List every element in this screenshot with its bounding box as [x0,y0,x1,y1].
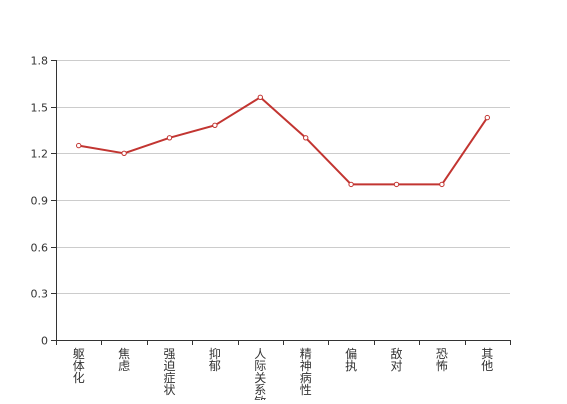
x-tick-label-char: 际 [254,359,266,373]
x-tick-label: 敌对 [390,346,402,373]
x-tick-label-char: 郁 [209,358,221,373]
x-tick-label-char: 焦 [118,347,130,361]
y-tick-label: 1.5 [31,102,49,115]
x-tick-label-char: 性 [300,383,312,397]
data-point[interactable] [257,94,263,101]
data-point[interactable] [166,135,173,141]
data-point[interactable] [393,181,400,188]
data-point[interactable] [76,142,82,149]
data-point[interactable] [484,114,490,121]
x-tick-label-char: 体 [73,359,85,373]
data-point[interactable] [212,122,218,129]
x-tick-label-char: 强 [163,347,175,361]
data-point[interactable] [303,135,309,141]
x-tick-label: 偏执 [345,346,357,373]
x-tick-label-char: 关 [254,371,266,385]
series [76,94,490,188]
x-tick-label-char: 恐 [436,347,448,361]
grid-lines [56,60,510,294]
y-tick-label: 1.2 [31,148,49,161]
x-tick-label: 躯体化 [73,346,85,385]
x-tick-label-char: 迫 [163,359,175,373]
x-axis-tick-labels: 躯体化 焦虑 强迫症状 抑郁 人际关系敏感 精神病性 偏执 敌对 恐怖 其他 [73,346,494,404]
x-tick-label-char: 执 [345,359,357,373]
x-tick-label-char: 人 [254,347,266,361]
x-tick-label-char: 偏 [345,346,357,361]
axes [51,60,511,345]
x-tick-label-char: 虑 [118,359,130,373]
x-tick-label-char: 怖 [436,358,448,373]
x-tick-label: 其他 [481,347,493,373]
x-tick-label: 精神病性 [300,347,312,397]
series-line [78,96,489,186]
y-tick-label: 0.6 [31,242,49,255]
x-tick-label-char: 他 [481,359,493,373]
x-tick-label-char: 化 [73,371,85,385]
x-tick-label: 抑郁 [209,346,221,373]
x-tick-label-char: 躯 [73,346,85,361]
y-axis-tick-labels: 0 0.3 0.6 0.9 1.2 1.5 1.8 [31,55,49,348]
x-tick-label: 强迫症状 [163,347,175,397]
data-point[interactable] [439,181,445,188]
y-tick-label: 0.9 [31,195,49,208]
x-tick-label-char: 神 [300,359,312,373]
x-tick-label: 人际关系敏感 [254,347,266,400]
x-tick-label-char: 其 [481,347,493,361]
x-tick-label-char: 状 [163,383,175,397]
y-tick-label: 1.8 [31,55,49,68]
x-tick-label-char: 病 [300,370,312,385]
x-tick-label-char: 精 [300,347,312,361]
x-tick-label-char: 对 [390,359,402,373]
x-tick-label: 恐怖 [436,347,448,373]
y-tick-label: 0 [41,335,48,348]
y-tick-label: 0.3 [31,288,49,301]
x-tick-label-char: 敏 [254,394,266,400]
x-tick-label-char: 抑 [209,346,221,361]
x-tick-label-char: 症 [163,370,175,385]
data-point[interactable] [348,181,354,188]
x-tick-label-char: 系 [254,383,266,397]
data-point[interactable] [121,150,127,157]
x-tick-label-char: 敌 [390,346,402,361]
x-tick-label: 焦虑 [118,347,130,373]
